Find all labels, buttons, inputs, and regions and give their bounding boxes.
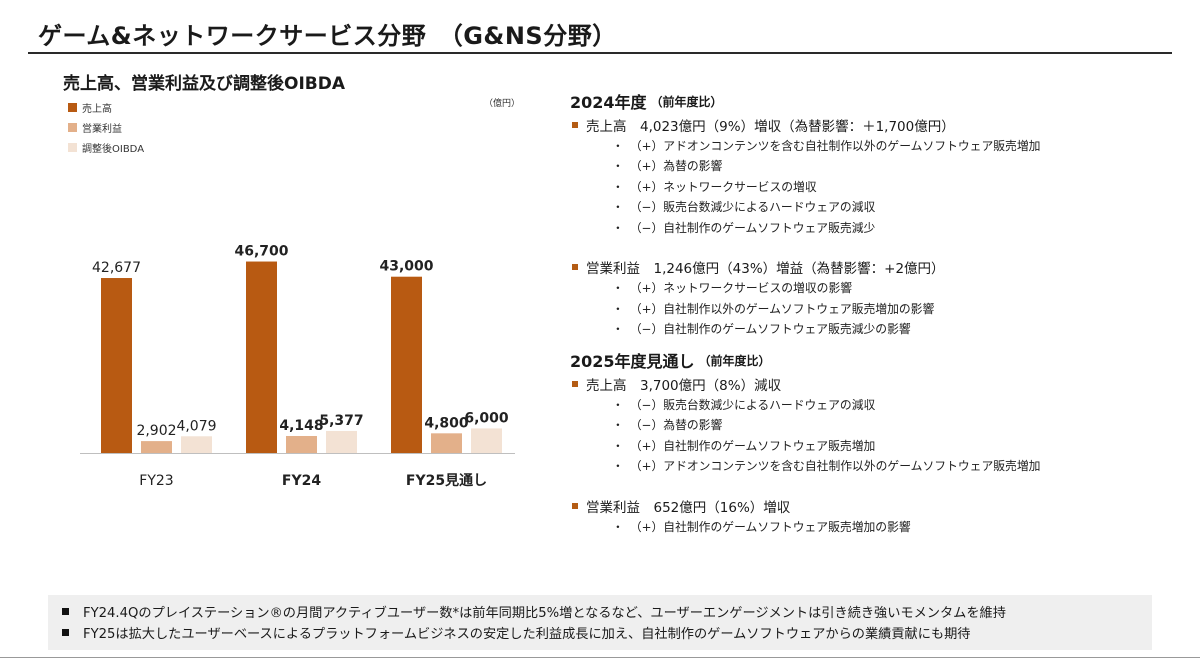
- square-bullet-icon: [62, 629, 69, 636]
- category-label: FY25見通し: [406, 473, 487, 489]
- bullet-icon: [572, 380, 578, 387]
- item-head-text: 営業利益 652億円（16%）増収: [586, 499, 791, 516]
- section-subtitle-fy24: （前年度比）: [650, 94, 723, 109]
- footer-notes: FY24.4Qのプレイステーション®の月間アクティブユーザー数*は前年同期比5%…: [48, 595, 1152, 650]
- data-label: 6,000: [464, 410, 509, 426]
- data-label: 5,377: [319, 413, 363, 429]
- detail-line: ・（+）ネットワークサービスの増収: [612, 179, 817, 194]
- item-head-fy25-sales: 売上高 3,700億円（8%）減収: [570, 373, 1180, 394]
- commentary-panel: 2024年度 （前年度比） 売上高 4,023億円（9%）増収（為替影響：＋1,…: [570, 88, 1180, 537]
- data-label: 4,148: [279, 418, 323, 434]
- legend-item-sales: 売上高: [68, 97, 144, 117]
- legend-item-operating-income: 営業利益: [68, 117, 144, 137]
- legend-swatch-adjusted-oibda: [68, 142, 77, 152]
- item-head-fy25-operating-income: 営業利益 652億円（16%）増収: [570, 495, 1180, 516]
- section-title-fy24: 2024年度: [570, 93, 647, 112]
- data-label: 4,079: [176, 418, 216, 434]
- detail-line: ・（−）販売台数減少によるハードウェアの減収: [612, 397, 876, 412]
- detail-text: （+）ネットワークサービスの増収: [629, 179, 817, 194]
- item-head-fy24-sales: 売上高 4,023億円（9%）増収（為替影響：＋1,700億円）: [570, 114, 1180, 135]
- square-bullet-icon: [62, 608, 69, 615]
- section-heading-fy24: 2024年度 （前年度比）: [570, 88, 1180, 114]
- item-head-text: 営業利益 1,246億円（43%）増益（為替影響：+2億円）: [586, 261, 945, 277]
- title-divider: [28, 52, 1172, 54]
- section-subtitle-fy25: （前年度比）: [698, 353, 771, 368]
- legend-label-adjusted-oibda: 調整後OIBDA: [82, 143, 145, 155]
- data-label: 4,800: [424, 415, 469, 431]
- detail-text: （+）為替の影響: [629, 159, 723, 174]
- chart-title: 売上高、営業利益及び調整後OIBDA: [63, 74, 346, 94]
- page-title: ゲーム&ネットワークサービス分野 （G&NS分野）: [38, 22, 617, 50]
- data-label: 2,902: [136, 423, 176, 439]
- bar-調整後OIBDA-FY23: [181, 436, 212, 453]
- bullet-icon: [572, 502, 578, 509]
- detail-line: ・（−）自社制作のゲームソフトウェア販売減少の影響: [612, 322, 911, 337]
- footer-note: FY25は拡大したユーザーベースによるプラットフォームビジネスの安定した利益成長…: [62, 622, 1152, 643]
- footer-note-text: FY25は拡大したユーザーベースによるプラットフォームビジネスの安定した利益成長…: [83, 627, 971, 642]
- category-label: FY24: [282, 473, 321, 489]
- detail-line: ・（+）為替の影響: [612, 159, 723, 174]
- detail-text: （−）自社制作のゲームソフトウェア販売減少の影響: [629, 322, 911, 337]
- detail-text: （+）アドオンコンテンツを含む自社制作以外のゲームソフトウェア販売増加: [629, 138, 1041, 153]
- legend-label-sales: 売上高: [82, 103, 112, 115]
- bar-営業利益-FY25見通し: [431, 433, 462, 453]
- legend-item-adjusted-oibda: 調整後OIBDA: [68, 137, 144, 157]
- bullet-icon: [572, 121, 578, 128]
- bar-売上高-FY24: [246, 261, 277, 453]
- data-label: 43,000: [379, 259, 433, 275]
- category-label: FY23: [139, 473, 173, 489]
- detail-text: （+）アドオンコンテンツを含む自社制作以外のゲームソフトウェア販売増加: [629, 459, 1041, 474]
- detail-line: ・（+）アドオンコンテンツを含む自社制作以外のゲームソフトウェア販売増加: [612, 459, 1041, 474]
- detail-line: ・（−）販売台数減少によるハードウェアの減収: [612, 200, 876, 215]
- detail-text: （+）自社制作のゲームソフトウェア販売増加: [629, 438, 876, 453]
- item-head-text: 売上高 3,700億円（8%）減収: [586, 377, 782, 394]
- detail-line: ・（+）ネットワークサービスの増収の影響: [612, 281, 853, 296]
- detail-line: ・（+）自社制作のゲームソフトウェア販売増加: [612, 438, 876, 453]
- bar-営業利益-FY23: [141, 441, 172, 453]
- legend-swatch-operating-income: [68, 122, 77, 132]
- item-head-fy24-operating-income: 営業利益 1,246億円（43%）増益（為替影響：+2億円）: [570, 257, 1180, 278]
- detail-text: （−）為替の影響: [629, 418, 723, 433]
- detail-text: （+）ネットワークサービスの増収の影響: [629, 281, 853, 296]
- chart-unit: （億円）: [484, 99, 521, 109]
- detail-line: ・（+）自社制作以外のゲームソフトウェア販売増加の影響: [612, 301, 935, 316]
- bar-営業利益-FY24: [286, 435, 317, 453]
- footer-note: FY24.4Qのプレイステーション®の月間アクティブユーザー数*は前年同期比5%…: [62, 601, 1152, 622]
- detail-line: ・（−）自社制作のゲームソフトウェア販売減少: [612, 220, 876, 235]
- footer-note-text: FY24.4Qのプレイステーション®の月間アクティブユーザー数*は前年同期比5%…: [83, 606, 1006, 621]
- detail-line: ・（+）自社制作のゲームソフトウェア販売増加の影響: [612, 519, 911, 534]
- section-heading-fy25: 2025年度見通し （前年度比）: [570, 347, 1180, 373]
- item-head-text: 売上高 4,023億円（9%）増収（為替影響：＋1,700億円）: [586, 118, 955, 135]
- bullet-icon: [572, 264, 578, 270]
- data-label: 42,677: [92, 260, 141, 276]
- bar-調整後OIBDA-FY25見通し: [471, 428, 502, 453]
- chart-legend: 売上高 営業利益 調整後OIBDA: [68, 97, 144, 157]
- detail-line: ・（−）為替の影響: [612, 418, 723, 433]
- detail-text: （−）自社制作のゲームソフトウェア販売減少: [629, 220, 876, 235]
- bottom-divider: [0, 657, 1200, 658]
- legend-label-operating-income: 営業利益: [82, 123, 122, 135]
- detail-text: （+）自社制作以外のゲームソフトウェア販売増加の影響: [629, 301, 935, 316]
- bar-売上高-FY25見通し: [391, 276, 422, 453]
- detail-text: （+）自社制作のゲームソフトウェア販売増加の影響: [629, 519, 911, 534]
- detail-text: （−）販売台数減少によるハードウェアの減収: [629, 397, 876, 412]
- detail-text: （−）販売台数減少によるハードウェアの減収: [629, 200, 876, 215]
- legend-swatch-sales: [68, 102, 77, 112]
- section-title-fy25: 2025年度見通し: [570, 352, 695, 371]
- bar-売上高-FY23: [101, 278, 132, 453]
- data-label: 46,700: [234, 244, 288, 260]
- detail-line: ・（+）アドオンコンテンツを含む自社制作以外のゲームソフトウェア販売増加: [612, 138, 1041, 153]
- bar-調整後OIBDA-FY24: [326, 430, 357, 453]
